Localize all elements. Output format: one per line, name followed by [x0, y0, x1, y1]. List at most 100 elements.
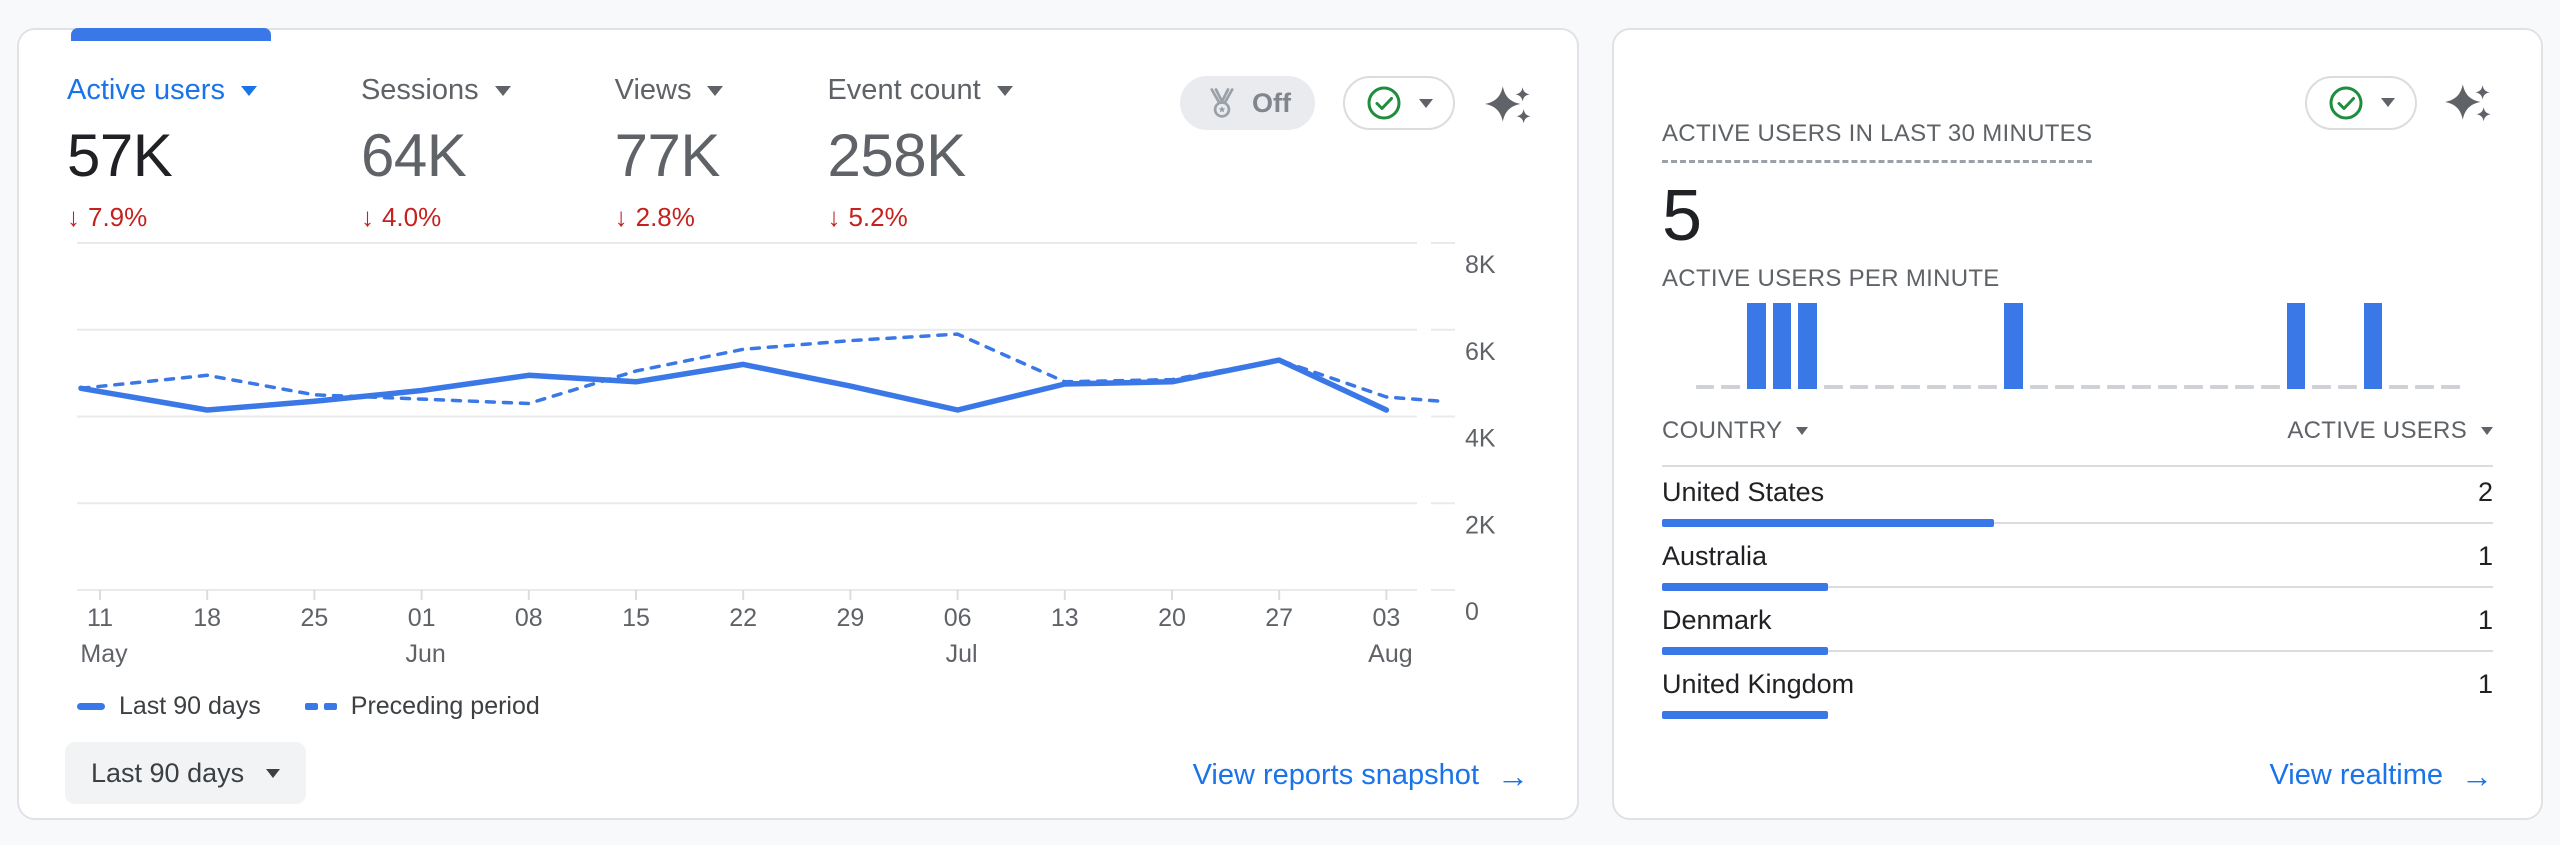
caret-down-icon — [2381, 98, 2395, 107]
x-axis-month-label: Jun — [405, 640, 445, 668]
caret-down-icon — [1796, 427, 1809, 435]
minute-slot — [1772, 303, 1792, 389]
active-users-count: 2 — [2477, 477, 2493, 507]
minute-slot — [2055, 303, 2075, 389]
country-column-header[interactable]: COUNTRY — [1662, 417, 1809, 445]
realtime-title[interactable]: ACTIVE USERS IN LAST 30 MINUTES — [1662, 120, 2093, 163]
metric-value: 77K — [614, 122, 721, 189]
minute-slot — [2003, 303, 2023, 389]
card-controls: Off — [1180, 74, 1533, 133]
insights-sparkle-button[interactable] — [2443, 78, 2493, 131]
delta-percent: 7.9% — [88, 202, 148, 232]
active-users-column-header[interactable]: ACTIVE USERS — [2287, 417, 2493, 445]
sparkle-icon — [1485, 86, 1531, 124]
metric-views: Views 77K ↓ 2.8% — [615, 74, 724, 233]
legend-label: Last 90 days — [119, 692, 261, 720]
insights-sparkle-button[interactable] — [1483, 80, 1533, 133]
solid-line-swatch-icon — [77, 703, 105, 710]
country-bar-track — [1662, 579, 2493, 595]
minute-baseline-dash — [2209, 385, 2229, 389]
x-axis-day-label: 20 — [1158, 604, 1186, 632]
minute-slot — [2389, 303, 2409, 389]
header-label: COUNTRY — [1662, 417, 1783, 444]
minute-slot — [2183, 303, 2203, 389]
minute-baseline-dash — [1849, 385, 1869, 389]
view-reports-snapshot-link[interactable]: View reports snapshot → — [1193, 759, 1529, 792]
x-axis-day-label: 15 — [622, 604, 650, 632]
minute-bar — [1746, 303, 1766, 389]
country-row: Denmark 1 — [1662, 595, 2493, 659]
minute-baseline-dash — [1952, 385, 1972, 389]
active-card-tab-indicator[interactable] — [71, 28, 271, 41]
minute-baseline-dash — [2312, 385, 2332, 389]
active-users-count: 1 — [2477, 605, 2493, 635]
minute-slot — [1926, 303, 1946, 389]
x-axis-day-label: 11 — [87, 604, 113, 632]
minute-baseline-dash — [2415, 385, 2434, 389]
caret-down-icon — [1419, 98, 1433, 108]
minute-slot — [2440, 303, 2460, 389]
caret-down-icon — [707, 85, 724, 96]
check-circle-icon — [2329, 86, 2363, 119]
caret-down-icon — [996, 85, 1013, 96]
down-arrow-icon: ↓ — [67, 202, 80, 232]
right-arrow-icon: → — [1497, 757, 1529, 794]
metric-delta: ↓ 5.2% — [827, 202, 907, 233]
realtime-content: ACTIVE USERS IN LAST 30 MINUTES — [1614, 30, 2541, 818]
metric-selector-event-count[interactable]: Event count — [827, 74, 1013, 107]
dashed-line-swatch-icon — [304, 703, 337, 710]
minute-bar — [2003, 303, 2023, 389]
metric-delta: ↓ 2.8% — [615, 202, 695, 233]
minute-bar — [2363, 303, 2383, 389]
y-axis-label: 2K — [1465, 511, 1496, 539]
metric-selector-active-users[interactable]: Active users — [67, 74, 257, 107]
minute-slot — [2158, 303, 2177, 389]
medal-icon — [1210, 88, 1234, 118]
trend-chart: 8K 6K 4K 2K 0 11 May 18 25 01 Jun 08 15 22 29 06 Jul 13 20… — [77, 242, 1496, 668]
y-axis-label: 6K — [1465, 338, 1496, 366]
delta-percent: 5.2% — [848, 202, 908, 232]
x-axis-day-label: 27 — [1265, 604, 1293, 632]
country-row: United States 2 — [1662, 467, 2493, 531]
view-realtime-link[interactable]: View realtime → — [2269, 759, 2493, 792]
last-90-days-line — [78, 357, 1390, 413]
minute-slot — [1695, 303, 1715, 389]
country-row: Australia 1 — [1662, 531, 2493, 595]
country-rows: United States 2 Australia 1 Denmark 1 United K… — [1662, 467, 2493, 723]
status-check-button[interactable] — [1343, 76, 1455, 130]
x-axis-month-label: Jul — [946, 640, 978, 668]
x-axis-day-label: 18 — [193, 604, 221, 632]
x-axis-day-label: 13 — [1051, 604, 1079, 632]
minute-slot — [2209, 303, 2229, 389]
minute-baseline-dash — [1978, 385, 1997, 389]
metric-delta: ↓ 4.0% — [361, 202, 441, 233]
x-axis-day-label: 06 — [944, 604, 972, 632]
country-name: Australia — [1662, 541, 1768, 571]
minute-slot — [2106, 303, 2126, 389]
minute-slot — [2260, 303, 2280, 389]
metric-selector-views[interactable]: Views — [615, 74, 724, 107]
preceding-period-line — [79, 332, 1444, 406]
minute-baseline-dash — [2029, 385, 2049, 389]
benchmarking-off-chip[interactable]: Off — [1180, 76, 1315, 130]
status-check-button[interactable] — [2305, 75, 2417, 130]
down-arrow-icon: ↓ — [614, 202, 628, 232]
minute-baseline-dash — [1824, 385, 1843, 389]
minute-slot — [2286, 303, 2306, 389]
minute-baseline-dash — [2338, 385, 2357, 389]
metric-value: 258K — [827, 122, 966, 189]
y-axis-label: 4K — [1465, 425, 1496, 453]
date-range-button[interactable]: Last 90 days — [65, 742, 307, 804]
minute-baseline-dash — [2183, 385, 2203, 389]
minute-slot — [2415, 303, 2434, 389]
metric-sessions: Sessions 64K ↓ 4.0% — [361, 74, 511, 233]
country-row: United Kingdom 1 — [1662, 659, 2493, 723]
country-table-header: COUNTRY ACTIVE USERS — [1662, 417, 2493, 445]
y-axis-label: 0 — [1465, 598, 1479, 626]
minute-slot — [1875, 303, 1895, 389]
minute-baseline-dash — [1901, 385, 1920, 389]
minute-bar — [1772, 303, 1792, 389]
metric-selector-sessions[interactable]: Sessions — [361, 74, 511, 107]
x-axis-day-label: 01 — [408, 604, 436, 632]
